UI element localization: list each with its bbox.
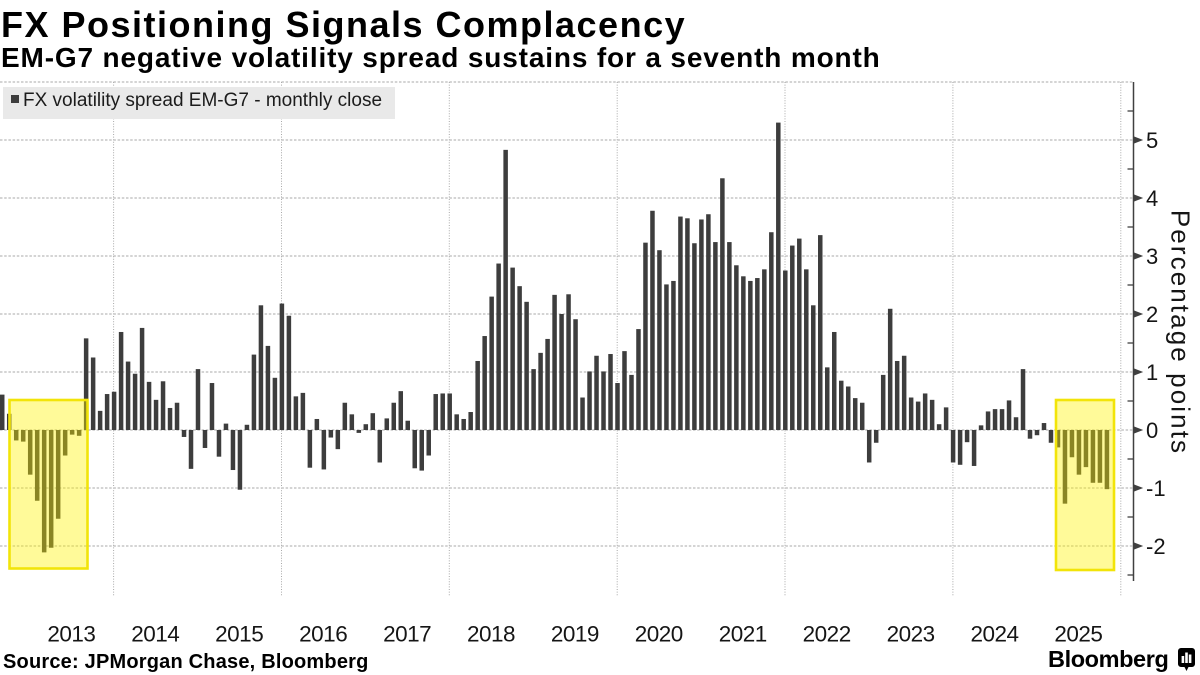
svg-text:2019: 2019 (551, 622, 599, 647)
svg-text:2016: 2016 (299, 622, 347, 647)
svg-text:2025: 2025 (1054, 622, 1102, 647)
svg-text:2023: 2023 (887, 622, 935, 647)
svg-text:Percentage points: Percentage points (1166, 210, 1196, 455)
svg-text:2021: 2021 (719, 622, 767, 647)
svg-text:4: 4 (1146, 186, 1158, 211)
svg-text:5: 5 (1146, 128, 1158, 153)
svg-text:2014: 2014 (131, 622, 179, 647)
svg-text:2013: 2013 (47, 622, 95, 647)
svg-text:1: 1 (1146, 360, 1158, 385)
svg-text:-2: -2 (1146, 534, 1166, 559)
svg-text:2017: 2017 (383, 622, 431, 647)
svg-text:-1: -1 (1146, 476, 1166, 501)
svg-text:0: 0 (1146, 418, 1158, 443)
svg-text:3: 3 (1146, 244, 1158, 269)
svg-text:2: 2 (1146, 302, 1158, 327)
svg-text:2024: 2024 (970, 622, 1018, 647)
svg-text:2022: 2022 (803, 622, 851, 647)
svg-text:2020: 2020 (635, 622, 683, 647)
svg-text:2015: 2015 (215, 622, 263, 647)
svg-text:2018: 2018 (467, 622, 515, 647)
